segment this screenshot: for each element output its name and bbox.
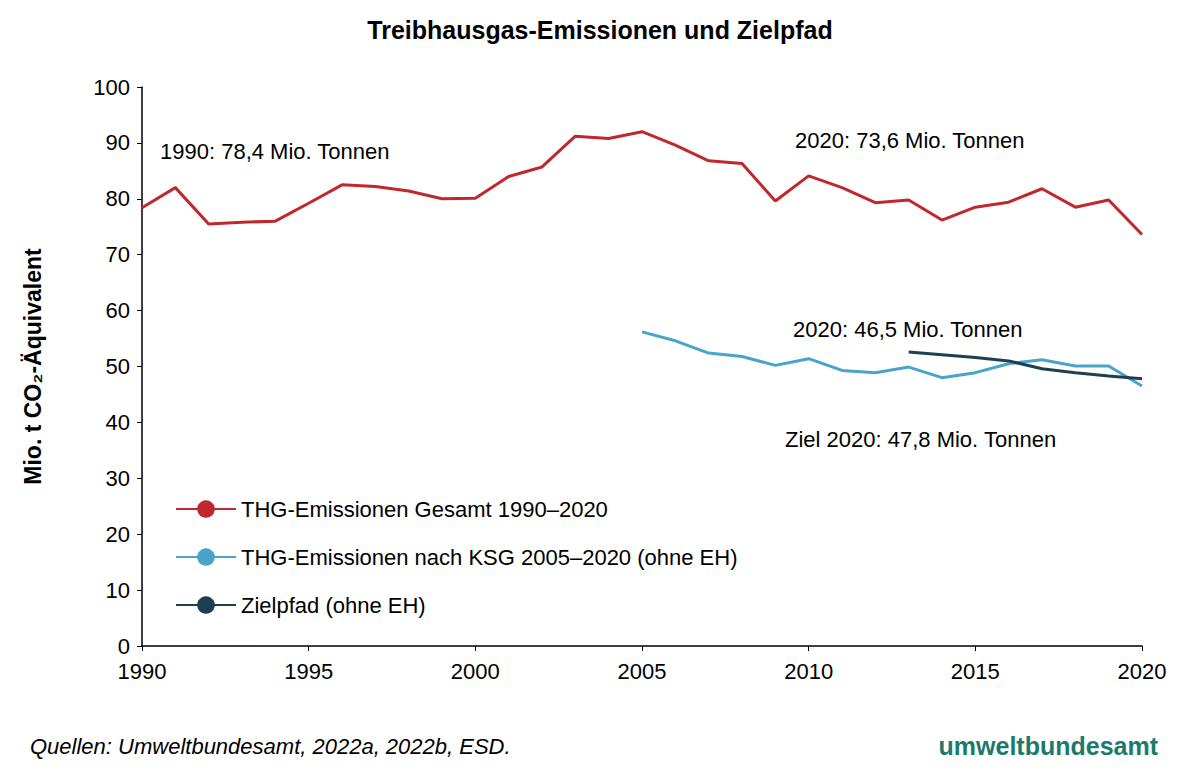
svg-text:60: 60 [106, 298, 130, 323]
svg-text:Treibhausgas-Emissionen und Zi: Treibhausgas-Emissionen und Zielpfad [367, 16, 832, 44]
svg-text:2020: 2020 [1118, 659, 1167, 684]
svg-text:0: 0 [118, 634, 130, 659]
svg-text:2015: 2015 [951, 659, 1000, 684]
svg-text:Quellen: Umweltbundesamt, 2022: Quellen: Umweltbundesamt, 2022a, 2022b, … [30, 734, 511, 759]
svg-text:THG-Emissionen nach KSG 2005–2: THG-Emissionen nach KSG 2005–2020 (ohne … [241, 545, 737, 570]
svg-text:1990: 78,4 Mio. Tonnen: 1990: 78,4 Mio. Tonnen [160, 139, 390, 164]
svg-text:2000: 2000 [451, 659, 500, 684]
svg-text:50: 50 [106, 354, 130, 379]
svg-text:80: 80 [106, 186, 130, 211]
svg-text:1990: 1990 [118, 659, 167, 684]
svg-text:30: 30 [106, 466, 130, 491]
svg-text:Mio. t CO₂-Äquivalent: Mio. t CO₂-Äquivalent [20, 248, 46, 485]
svg-text:10: 10 [106, 578, 130, 603]
svg-text:90: 90 [106, 130, 130, 155]
svg-text:2020: 73,6 Mio. Tonnen: 2020: 73,6 Mio. Tonnen [795, 128, 1025, 153]
svg-text:THG-Emissionen Gesamt 1990–202: THG-Emissionen Gesamt 1990–2020 [241, 497, 608, 522]
svg-text:20: 20 [106, 522, 130, 547]
svg-text:70: 70 [106, 242, 130, 267]
svg-text:2005: 2005 [618, 659, 667, 684]
svg-text:1995: 1995 [284, 659, 333, 684]
svg-text:40: 40 [106, 410, 130, 435]
svg-text:100: 100 [93, 75, 130, 100]
svg-text:2010: 2010 [784, 659, 833, 684]
svg-text:Zielpfad (ohne EH): Zielpfad (ohne EH) [241, 593, 426, 618]
svg-text:2020: 46,5 Mio. Tonnen: 2020: 46,5 Mio. Tonnen [793, 317, 1023, 342]
svg-text:Ziel 2020: 47,8 Mio. Tonnen: Ziel 2020: 47,8 Mio. Tonnen [785, 427, 1056, 452]
svg-text:umweltbundesamt: umweltbundesamt [939, 732, 1159, 760]
